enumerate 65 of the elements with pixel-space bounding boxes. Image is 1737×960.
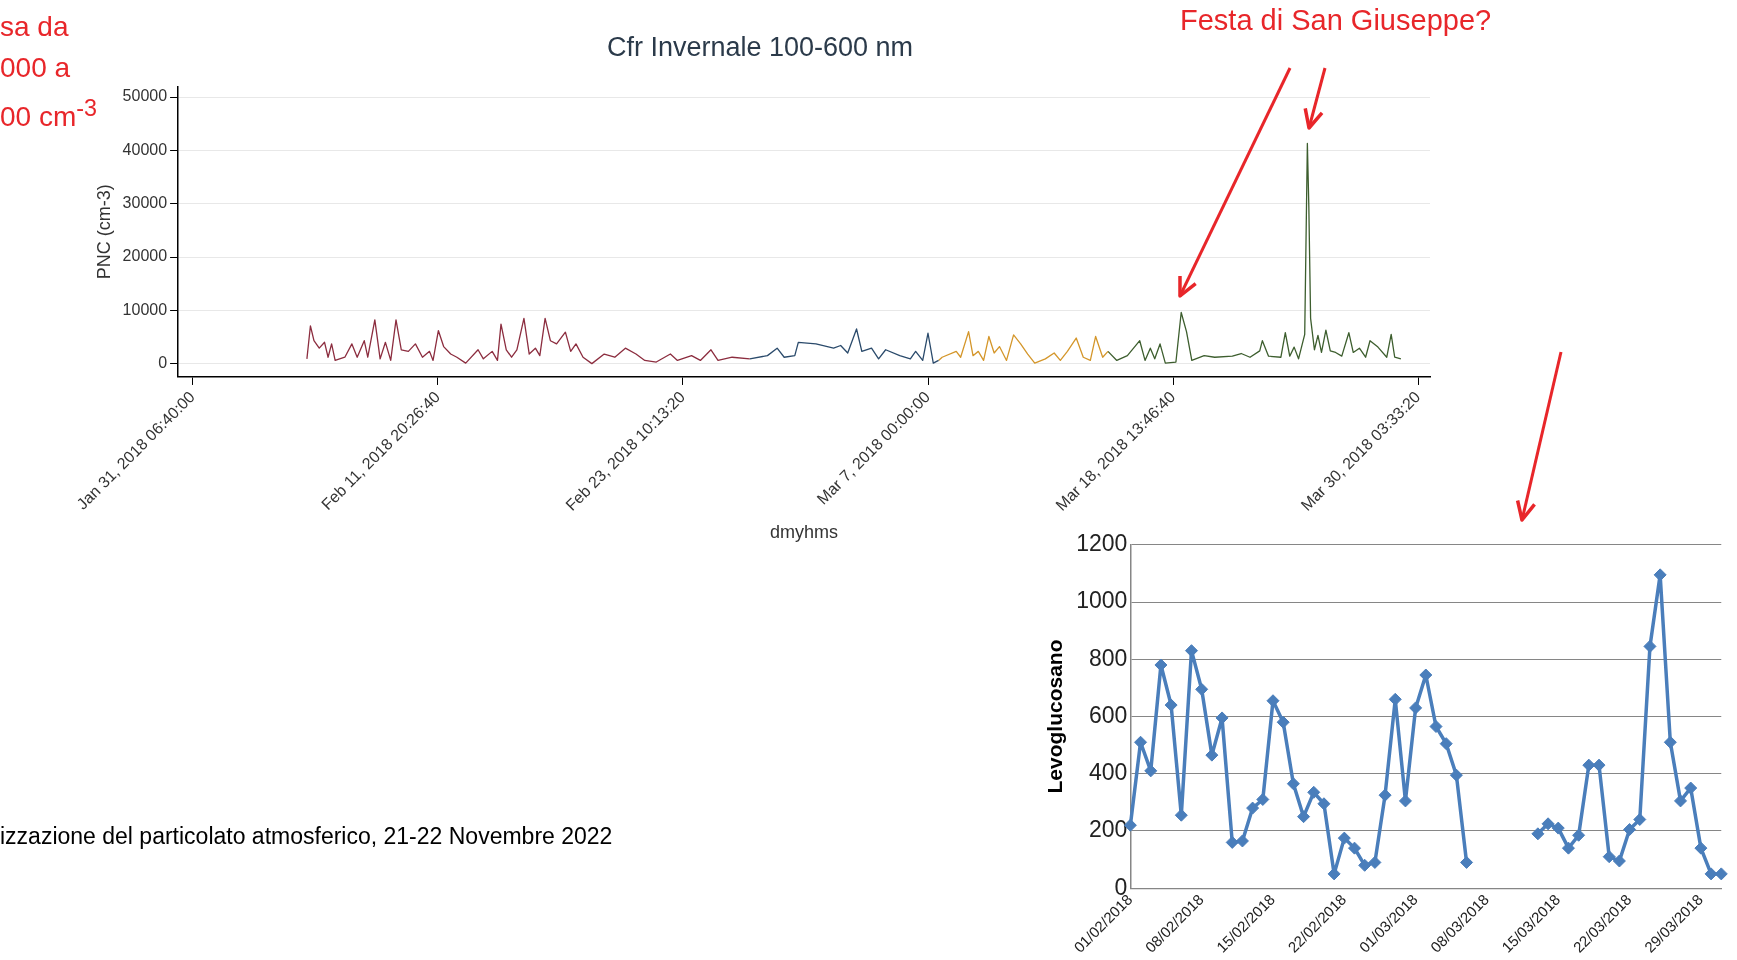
point: [1286, 777, 1300, 791]
point: [1358, 858, 1372, 872]
point: [1174, 808, 1188, 822]
point: [1612, 854, 1626, 868]
point: [1195, 682, 1209, 696]
point: [1643, 639, 1657, 653]
x-axis-title: dmyhms: [770, 522, 839, 543]
y-tick-label: 30000: [122, 194, 168, 212]
point: [1368, 855, 1382, 869]
point: [1348, 841, 1361, 855]
text: sa da 000 a 00 cm$^{-3}$: [0, 10, 97, 135]
point: [1623, 823, 1637, 837]
point: [1225, 835, 1239, 849]
point: [1256, 792, 1270, 806]
y-tick-label: 1200: [1076, 530, 1128, 557]
y-tick-label: 1000: [1076, 587, 1128, 614]
y-tick-label: 400: [1088, 759, 1128, 786]
point: [1144, 764, 1158, 778]
point: [1154, 658, 1168, 672]
point: [1551, 821, 1565, 835]
point: [1674, 794, 1688, 808]
y-tick-label: 0: [158, 354, 168, 372]
point: [1694, 841, 1708, 855]
point: [1531, 827, 1545, 841]
point: [1663, 735, 1677, 749]
point: [1449, 768, 1463, 782]
point: [1429, 720, 1443, 734]
point: [1572, 828, 1586, 842]
point: [1246, 801, 1260, 815]
point: [1307, 785, 1321, 799]
point: [1276, 715, 1290, 729]
point: [1235, 834, 1249, 848]
point: [1378, 788, 1392, 802]
y-axis-title: Levoglucosano: [1043, 639, 1067, 794]
point: [1633, 813, 1647, 827]
point: [1541, 817, 1555, 831]
y-tick-label: 20000: [122, 247, 168, 265]
point: [1134, 735, 1148, 749]
point: [1388, 692, 1402, 706]
point: [1460, 855, 1474, 869]
point: [1297, 810, 1311, 824]
point: [1337, 831, 1351, 845]
point: [1704, 867, 1718, 881]
point: [1184, 644, 1198, 658]
y-tick-label: 50000: [122, 87, 168, 105]
y-tick-label: 40000: [122, 140, 168, 158]
point: [1582, 758, 1596, 772]
text: Festa di San Giuseppe?: [1180, 4, 1492, 37]
point: [1602, 850, 1616, 864]
point: [1317, 797, 1331, 811]
y-tick-label: 200: [1088, 816, 1128, 843]
y-tick-label: 10000: [122, 300, 168, 318]
y-tick-label: 800: [1088, 644, 1128, 671]
point: [1409, 701, 1423, 715]
point: [1398, 794, 1412, 808]
y-axis-title: PNC (cm-3): [93, 184, 114, 280]
chart-title: Cfr Invernale 100-600 nm: [606, 31, 914, 62]
point: [1714, 867, 1728, 881]
text: izzazione del particolato atmosferico, 21-22 Novembre 2022: [0, 823, 613, 850]
y-tick-label: 600: [1088, 701, 1128, 728]
point: [1164, 698, 1178, 712]
point: [1439, 737, 1453, 751]
point: [1684, 781, 1698, 795]
point: [1561, 841, 1575, 855]
point: [1592, 758, 1606, 772]
